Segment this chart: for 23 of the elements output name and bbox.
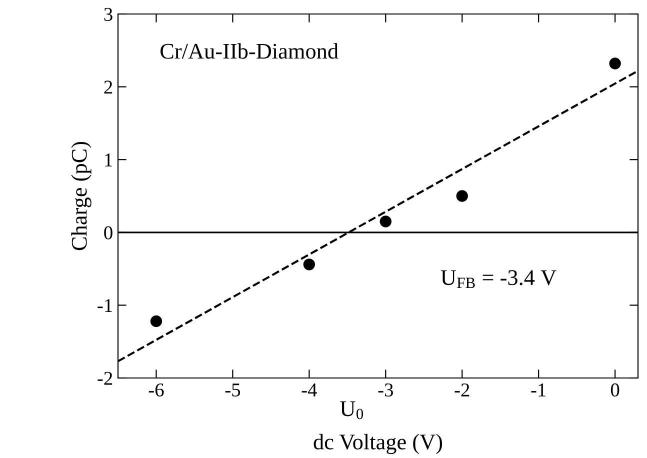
- text: U$_{0}$: [340, 401, 364, 420]
- x-tick-label: -2: [454, 383, 470, 396]
- x-tick-label: -5: [225, 384, 240, 397]
- point: [303, 258, 316, 270]
- y-tick-label: 2: [104, 80, 112, 94]
- y-tick-label: 1: [105, 154, 112, 166]
- y-tick-label: -1: [98, 299, 112, 312]
- point: [380, 216, 392, 228]
- x-tick-label: -3: [378, 383, 393, 397]
- x-tick-label: -1: [531, 384, 546, 396]
- x-tick-label: 0: [610, 383, 620, 397]
- x-tick-label: -4: [302, 384, 317, 396]
- x-tick-label: -6: [148, 383, 164, 397]
- point: [456, 190, 468, 202]
- annotation: Cr/Au-IIb-Diamond: [160, 43, 338, 59]
- point: [609, 58, 621, 70]
- y-tick-label: 3: [104, 8, 112, 21]
- y-tick-label: 0: [104, 226, 112, 240]
- y-axis-title: Charge (pC): [71, 142, 92, 250]
- y-tick-label: -2: [98, 372, 112, 385]
- annotation: U$_{FB}$ = -3.4 V: [440, 270, 556, 288]
- point: [150, 315, 162, 328]
- x-axis-title: dc Voltage (V): [314, 434, 442, 454]
